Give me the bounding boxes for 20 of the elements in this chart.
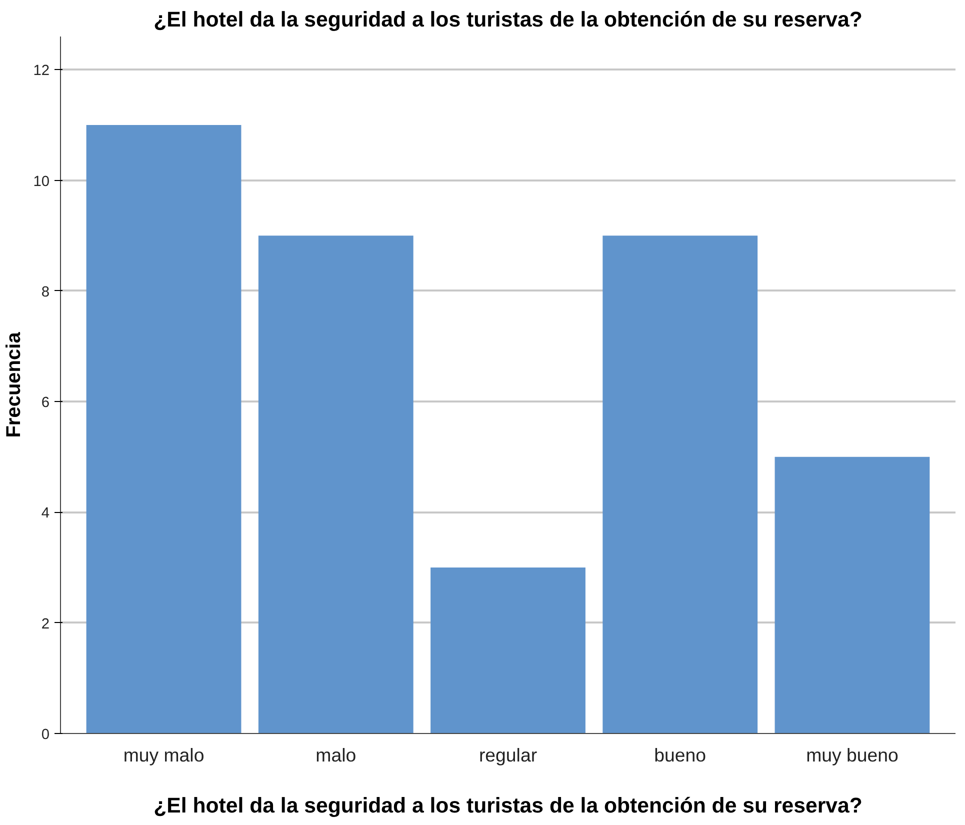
x-tick-label: regular [478, 744, 538, 766]
bar [602, 236, 758, 734]
x-tick-label: malo [316, 744, 356, 766]
y-tick-label: 10 [33, 174, 50, 190]
x-tick-label: muy bueno [806, 744, 898, 766]
y-tick-label: 2 [41, 616, 50, 632]
chart-title: ¿El hotel da la seguridad a los turistas de la obtención de su reserva? [154, 8, 862, 32]
bar [86, 125, 242, 734]
y-tick-label: 6 [41, 395, 50, 412]
x-axis-title: ¿El hotel da la seguridad a los turistas de la obtención de su reserva? [154, 794, 862, 818]
y-axis-title: Frecuencia [3, 331, 26, 438]
y-tick-label: 0 [41, 727, 50, 743]
x-tick-label: bueno [654, 744, 706, 766]
x-tick-label: muy malo [123, 744, 204, 766]
y-tick-label: 8 [41, 284, 50, 300]
bar [774, 456, 930, 734]
bar [258, 236, 414, 734]
y-tick-label: 12 [33, 63, 50, 80]
y-tick-label: 4 [41, 506, 50, 522]
bar [430, 568, 586, 734]
